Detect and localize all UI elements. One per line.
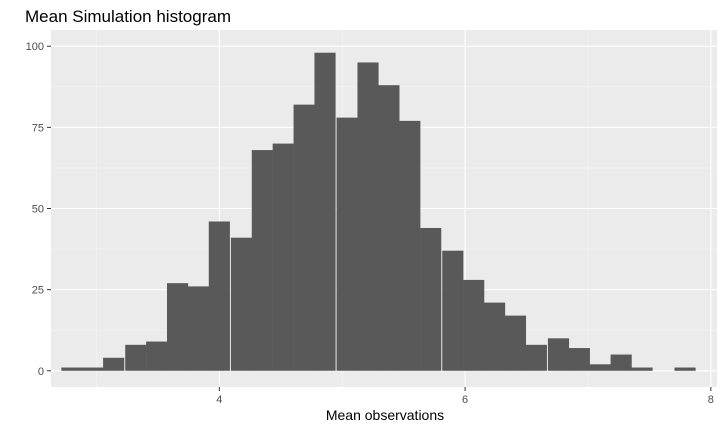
- histogram-bar: [420, 227, 442, 371]
- histogram-bar: [230, 237, 253, 371]
- histogram-bar: [336, 117, 358, 371]
- histogram-bar: [610, 354, 632, 371]
- y-tick-label: 25: [32, 285, 44, 297]
- x-tick-label: 6: [462, 394, 468, 406]
- histogram-bar: [166, 283, 189, 371]
- histogram-bar: [314, 52, 336, 371]
- y-tick-label: 75: [32, 122, 44, 134]
- histogram-bar: [547, 338, 570, 371]
- histogram-bar: [187, 286, 210, 371]
- histogram-bar: [631, 367, 653, 371]
- histogram-bar: [525, 344, 547, 371]
- y-tick-label: 0: [38, 366, 44, 378]
- histogram-bar: [103, 357, 125, 371]
- histogram-bar: [442, 250, 464, 371]
- chart-title: Mean Simulation histogram: [25, 7, 231, 26]
- histogram-bar: [463, 279, 485, 371]
- histogram-bar: [208, 221, 230, 371]
- y-tick-label: 50: [32, 204, 44, 216]
- histogram-bar: [272, 143, 294, 371]
- histogram-bar: [357, 62, 379, 371]
- histogram-bar: [568, 348, 590, 371]
- histogram-bars: [61, 52, 696, 371]
- histogram-bar: [293, 104, 315, 371]
- histogram-bar: [251, 150, 273, 371]
- histogram-bar: [61, 367, 83, 371]
- histogram-bar: [125, 344, 147, 371]
- histogram-bar: [82, 367, 104, 371]
- histogram-bar: [399, 120, 421, 371]
- x-tick-label: 4: [216, 394, 222, 406]
- x-axis-title: Mean observations: [326, 407, 444, 423]
- histogram-bar: [674, 367, 696, 371]
- x-axis: 4 6 8: [216, 387, 714, 406]
- y-axis: 0 25 50 75 100: [26, 41, 51, 378]
- x-tick-label: 8: [708, 394, 714, 406]
- histogram-bar: [589, 364, 611, 371]
- histogram-bar: [484, 302, 506, 371]
- histogram-bar: [504, 315, 527, 371]
- histogram-bar: [378, 85, 400, 371]
- histogram-bar: [146, 341, 168, 371]
- y-tick-label: 100: [26, 41, 44, 53]
